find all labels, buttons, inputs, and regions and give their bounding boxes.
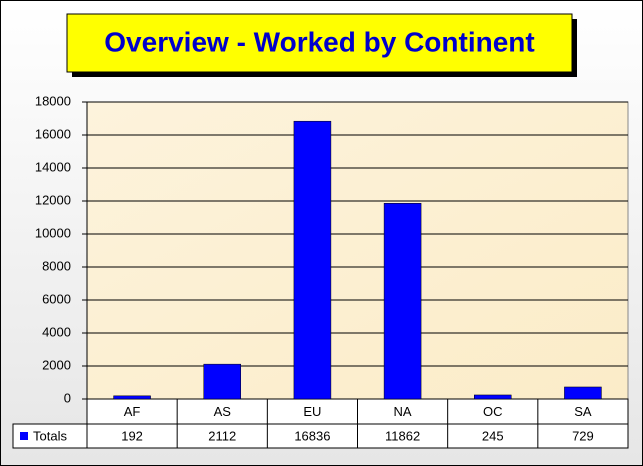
table-value: 2112 [208,428,236,443]
plot-area [86,101,629,400]
y-tick-label: 6000 [42,291,71,306]
bar [293,120,332,400]
legend-key [20,432,28,440]
table-value: 729 [572,428,594,443]
y-tick-label: 12000 [35,192,71,207]
table-value: 11862 [385,428,420,443]
x-tick-label: NA [394,404,412,419]
bar [474,394,512,400]
bar [383,203,422,400]
table-value: 245 [482,428,504,443]
x-tick-label: AF [124,404,141,419]
y-tick-label: 4000 [42,324,71,339]
y-tick-label: 14000 [35,159,71,174]
table-value: 192 [121,428,143,443]
bar [564,386,602,400]
y-tick-label: 16000 [35,126,71,141]
x-tick-label: EU [303,404,321,419]
legend-label: Totals [33,428,67,443]
x-tick-label: SA [574,404,592,419]
bar [113,395,151,400]
chart-title: Overview - Worked by Continent [104,26,534,57]
title-box [66,13,573,73]
y-tick-label: 18000 [35,93,71,108]
y-tick-label: 8000 [42,258,71,273]
table-value: 16836 [294,428,330,443]
bar [203,363,241,400]
x-tick-label: OC [483,404,503,419]
y-tick-label: 2000 [42,357,71,372]
y-tick-label: 10000 [35,225,71,240]
x-tick-label: AS [214,404,232,419]
y-tick-label: 0 [64,390,71,405]
